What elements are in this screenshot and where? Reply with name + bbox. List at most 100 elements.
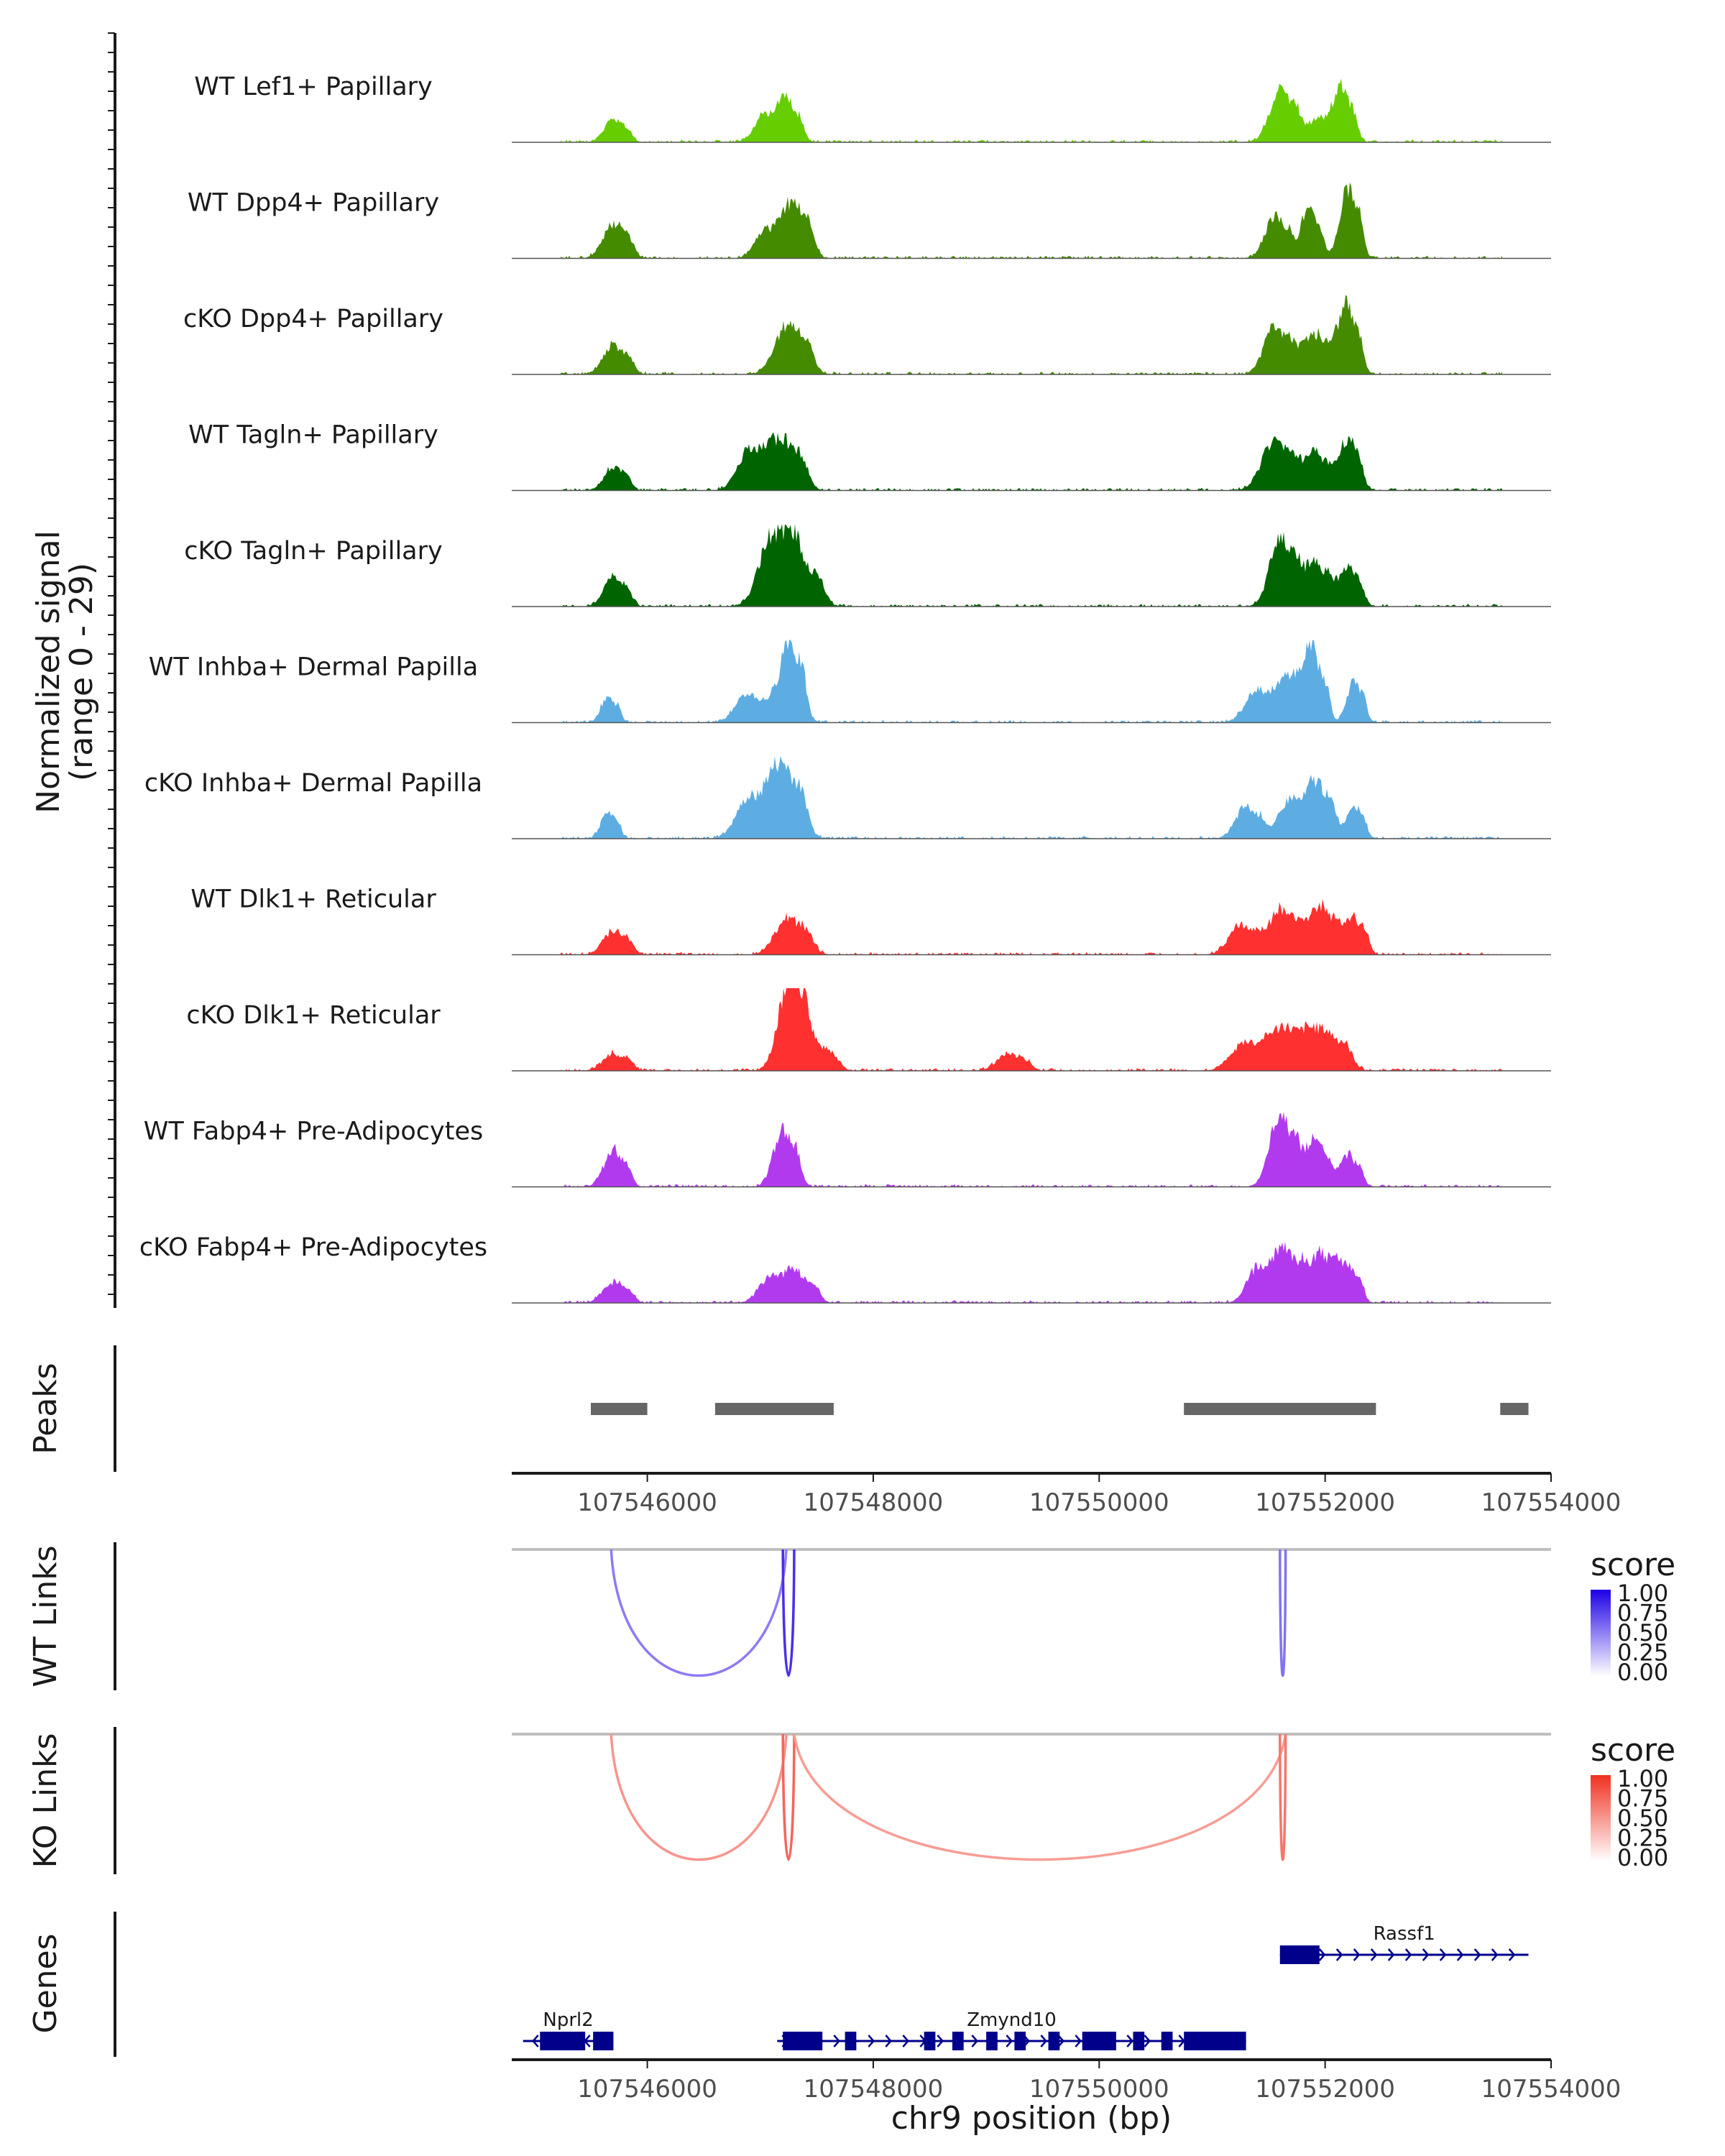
- strand-arrow: [532, 2035, 539, 2047]
- strand-arrow: [1006, 2035, 1013, 2047]
- wt-legend-tick-label: 0.00: [1617, 1659, 1668, 1686]
- exon-block: [986, 2032, 998, 2050]
- y-axis-title-range: (range 0 - 29): [63, 563, 100, 781]
- track-label: WT Inhba+ Dermal Papilla: [149, 653, 478, 682]
- gene-label: Nprl2: [543, 2009, 593, 2031]
- exon-block: [924, 2032, 936, 2050]
- wt-legend-colorbar: [1591, 1590, 1611, 1676]
- coverage-tracks: WT Lef1+ Papillary WT Dpp4+ Papillary cKO …: [30, 32, 1551, 1308]
- strand-arrow: [937, 2035, 944, 2047]
- wt-legend-tick-label: 0.25: [1617, 1639, 1668, 1667]
- coverage-area-1: [561, 78, 1502, 142]
- peak-region: [714, 1403, 834, 1415]
- strand-arrow: [1353, 1948, 1361, 1961]
- peak-region: [1500, 1403, 1529, 1415]
- exon-block: [1048, 2032, 1060, 2050]
- strand-arrow: [1473, 1948, 1481, 1961]
- ko-legend-colorbar: [1591, 1775, 1611, 1861]
- genes-x-axis-tick-label: 107554000: [1481, 2075, 1622, 2104]
- strand-arrow: [1404, 1948, 1412, 1961]
- track-label: WT Fabp4+ Pre-Adipocytes: [144, 1118, 483, 1146]
- exon-block: [1082, 2032, 1116, 2050]
- exon-block: [1184, 2032, 1246, 2050]
- exon-block: [952, 2032, 964, 2050]
- wt-legend-title: score: [1591, 1547, 1675, 1583]
- strand-arrow: [885, 2035, 893, 2047]
- wt-links-arc: [781, 1549, 796, 1677]
- coverage-area-6: [561, 640, 1502, 723]
- strand-arrow: [1126, 2035, 1134, 2047]
- strand-arrow: [902, 2035, 910, 2047]
- exon-block: [845, 2032, 857, 2050]
- track-label: cKO Inhba+ Dermal Papilla: [144, 769, 482, 798]
- track-label: cKO Dlk1+ Reticular: [186, 1001, 441, 1030]
- track-label: WT Lef1+ Papillary: [194, 73, 433, 101]
- wt-legend-tick-label: 1.00: [1617, 1580, 1668, 1607]
- exon-block: [1161, 2032, 1173, 2050]
- peaks-panel: Peaks 107546000 107548000 107550000 10755200…: [27, 1345, 1621, 1517]
- peaks-x-axis-tick-label: 107550000: [1029, 1488, 1169, 1517]
- peak-region: [1184, 1403, 1376, 1415]
- ko-legend-tick-label: 0.25: [1617, 1825, 1668, 1852]
- peak-region: [591, 1403, 648, 1415]
- score-legends: score1.000.750.500.250.00score1.000.750.…: [1591, 1547, 1675, 1871]
- genes-x-axis-tick-label: 107546000: [577, 2075, 717, 2104]
- strand-arrow: [1335, 1948, 1343, 1961]
- wt-links-arc: [610, 1549, 788, 1677]
- wt-links-arc: [1279, 1549, 1287, 1677]
- gene-label: Rassf1: [1374, 1923, 1435, 1945]
- genes-x-axis-tick-label: 107548000: [804, 2075, 944, 2104]
- peaks-x-axis-tick-label: 107554000: [1481, 1488, 1622, 1517]
- coverage-area-4: [561, 432, 1502, 491]
- coverage-area-10: [561, 1112, 1502, 1187]
- strand-arrow: [1491, 1948, 1499, 1961]
- coverage-area-11: [561, 1241, 1502, 1303]
- exon-block: [1279, 1945, 1320, 1964]
- genes-x-axis-tick-label: 107552000: [1255, 2075, 1395, 2104]
- strand-arrow: [868, 2035, 875, 2047]
- strand-arrow: [1075, 2035, 1082, 2047]
- track-label: cKO Dpp4+ Papillary: [183, 305, 443, 333]
- track-label: WT Dpp4+ Papillary: [188, 189, 439, 218]
- strand-arrow: [1387, 1948, 1395, 1961]
- peaks-x-axis-tick-label: 107552000: [1255, 1488, 1395, 1517]
- ko-links-panel: KO Links: [27, 1727, 1551, 1874]
- ko-legend-tick-label: 1.00: [1617, 1765, 1668, 1792]
- x-axis-title: chr9 position (bp): [891, 2100, 1172, 2137]
- coverage-area-9: [561, 988, 1502, 1071]
- ko-legend-tick-label: 0.75: [1617, 1785, 1668, 1812]
- track-label: WT Tagln+ Papillary: [188, 421, 438, 450]
- peaks-label: Peaks: [27, 1363, 64, 1454]
- strand-arrow: [1370, 1948, 1378, 1961]
- strand-arrow: [833, 2035, 841, 2047]
- exon-block: [540, 2032, 586, 2050]
- track-label: cKO Fabp4+ Pre-Adipocytes: [139, 1233, 487, 1262]
- strand-arrow: [971, 2035, 979, 2047]
- genes-panel: Genes Nprl2 Zmynd10 Rassf1 107546000 10754800…: [27, 1912, 1621, 2137]
- strand-arrow: [1422, 1948, 1430, 1961]
- exon-block: [1133, 2032, 1145, 2050]
- strand-arrow: [1456, 1948, 1464, 1961]
- strand-arrow: [1439, 1948, 1447, 1961]
- genes-label: Genes: [27, 1933, 64, 2033]
- ko-links-label: KO Links: [27, 1733, 64, 1868]
- gene-label: Zmynd10: [967, 2009, 1057, 2031]
- coverage-area-2: [561, 182, 1502, 259]
- track-label: cKO Tagln+ Papillary: [184, 537, 443, 566]
- wt-legend-tick-label: 0.75: [1617, 1600, 1668, 1627]
- strand-arrow: [1057, 2035, 1065, 2047]
- strand-arrow: [1040, 2035, 1048, 2047]
- track-label: WT Dlk1+ Reticular: [190, 885, 436, 914]
- ko-legend-tick-label: 0.00: [1617, 1844, 1668, 1871]
- ko-links-arc: [1279, 1733, 1287, 1861]
- coverage-area-3: [561, 295, 1502, 374]
- coverage-area-7: [561, 756, 1502, 839]
- ko-links-arc: [610, 1733, 788, 1861]
- peaks-x-axis-tick-label: 107546000: [577, 1488, 717, 1517]
- ko-legend-title: score: [1591, 1732, 1675, 1769]
- y-axis-title: Normalized signal: [30, 530, 67, 814]
- ko-links-arc: [793, 1733, 1287, 1861]
- wt-legend-tick-label: 0.50: [1617, 1619, 1668, 1646]
- strand-arrow: [1318, 1948, 1326, 1961]
